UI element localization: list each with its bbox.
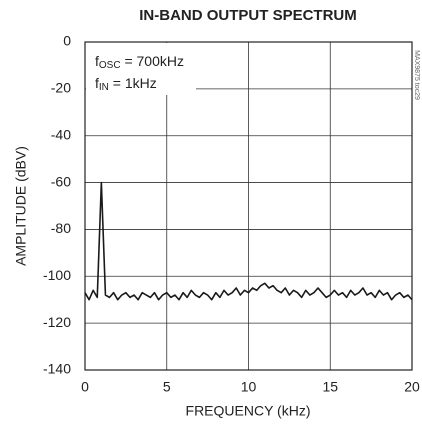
x-tick-label: 0 (81, 379, 89, 395)
annotation-rest: = 1kHz (109, 75, 157, 91)
y-tick-label: -140 (43, 361, 71, 377)
y-tick-label: -100 (43, 267, 71, 283)
annotation-main: f (95, 53, 99, 69)
x-tick-label: 15 (322, 379, 338, 395)
y-tick-label: -120 (43, 314, 71, 330)
y-tick-label: -40 (51, 126, 71, 142)
y-tick-label: -80 (51, 220, 71, 236)
spectrum-line (84, 181, 413, 301)
chart-title: IN-BAND OUTPUT SPECTRUM (139, 7, 357, 24)
annotation: fOSC = 700kHz (95, 53, 184, 71)
annotation-sub: IN (99, 82, 109, 93)
annotation-rest: = 700kHz (121, 53, 184, 69)
side-label: MAX9875 toc29 (413, 50, 420, 100)
annotation: fIN = 1kHz (95, 75, 157, 93)
x-axis-label: FREQUENCY (kHz) (186, 403, 311, 419)
annotation-sub: OSC (99, 60, 121, 71)
plot-frame (84, 41, 413, 371)
x-tick-label: 10 (241, 379, 257, 395)
annotation-main: f (95, 75, 99, 91)
annotation-box (86, 43, 196, 95)
x-tick-label: 5 (163, 379, 171, 395)
y-axis-label: AMPLITUDE (dBV) (13, 146, 29, 266)
y-tick-label: -20 (51, 80, 71, 96)
y-tick-label: -60 (51, 173, 71, 189)
x-tick-label: 20 (404, 379, 420, 395)
y-tick-label: 0 (63, 33, 71, 49)
